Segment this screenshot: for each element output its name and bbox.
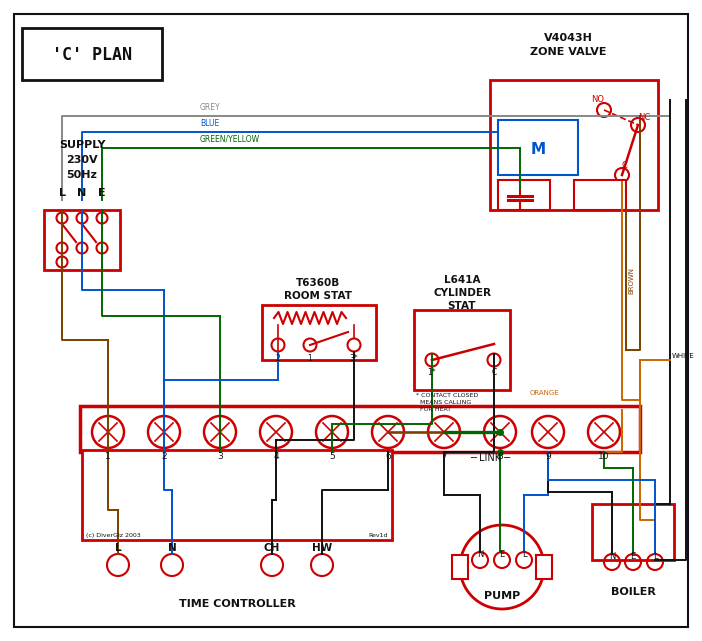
Text: M: M (531, 142, 545, 158)
FancyBboxPatch shape (490, 80, 658, 210)
Text: WHITE: WHITE (672, 353, 695, 359)
Text: * CONTACT CLOSED
  MEANS CALLING
  FOR HEAT: * CONTACT CLOSED MEANS CALLING FOR HEAT (416, 393, 478, 412)
FancyBboxPatch shape (498, 120, 578, 175)
Text: 1: 1 (105, 452, 111, 461)
FancyBboxPatch shape (452, 555, 468, 579)
FancyBboxPatch shape (44, 210, 120, 270)
Text: CH: CH (264, 543, 280, 553)
Text: E: E (630, 552, 635, 561)
Text: N: N (168, 543, 176, 553)
Text: N: N (477, 550, 483, 559)
Text: SUPPLY: SUPPLY (59, 140, 105, 150)
Text: 3*: 3* (350, 354, 359, 363)
FancyBboxPatch shape (22, 28, 162, 80)
Text: C: C (491, 368, 496, 377)
Text: BROWN: BROWN (628, 267, 634, 294)
Text: 1*: 1* (428, 368, 437, 377)
Text: ─ LINK ─: ─ LINK ─ (470, 453, 510, 463)
Text: V4043H: V4043H (543, 33, 592, 43)
FancyBboxPatch shape (262, 305, 376, 360)
Text: BLUE: BLUE (200, 119, 219, 128)
Text: 1: 1 (307, 354, 312, 363)
Text: HW: HW (312, 543, 332, 553)
Text: 10: 10 (598, 452, 610, 461)
Text: 8: 8 (497, 452, 503, 461)
Text: ROOM STAT: ROOM STAT (284, 291, 352, 301)
FancyBboxPatch shape (592, 504, 674, 560)
FancyBboxPatch shape (498, 180, 550, 210)
Text: (c) DiverGiz 2003: (c) DiverGiz 2003 (86, 533, 140, 538)
Text: 2: 2 (161, 452, 167, 461)
Text: NO: NO (592, 96, 604, 104)
FancyBboxPatch shape (82, 450, 392, 540)
FancyBboxPatch shape (414, 310, 510, 390)
Text: C: C (621, 160, 627, 169)
Text: GREEN/YELLOW: GREEN/YELLOW (200, 135, 260, 144)
Text: CYLINDER: CYLINDER (433, 288, 491, 298)
Text: 6: 6 (385, 452, 391, 461)
Text: N: N (609, 552, 615, 561)
Text: 50Hz: 50Hz (67, 170, 98, 180)
Text: TIME CONTROLLER: TIME CONTROLLER (178, 599, 296, 609)
Text: 7: 7 (441, 452, 447, 461)
Text: L: L (522, 550, 526, 559)
Text: NC: NC (638, 113, 650, 122)
Text: 4: 4 (273, 452, 279, 461)
Text: Rev1d: Rev1d (369, 533, 388, 538)
Text: STAT: STAT (448, 301, 476, 311)
Text: 3: 3 (217, 452, 223, 461)
Text: ZONE VALVE: ZONE VALVE (530, 47, 607, 57)
Text: L: L (58, 188, 65, 198)
FancyBboxPatch shape (80, 406, 640, 452)
Text: 230V: 230V (66, 155, 98, 165)
Text: 'C' PLAN: 'C' PLAN (52, 46, 132, 64)
Text: 9: 9 (545, 452, 551, 461)
FancyBboxPatch shape (574, 180, 626, 210)
Text: L: L (114, 543, 121, 553)
Text: BOILER: BOILER (611, 587, 656, 597)
Text: L641A: L641A (444, 275, 480, 285)
Text: T6360B: T6360B (296, 278, 340, 288)
Text: E: E (499, 550, 505, 559)
Text: PUMP: PUMP (484, 591, 520, 601)
FancyBboxPatch shape (536, 555, 552, 579)
Text: 5: 5 (329, 452, 335, 461)
Text: ORANGE: ORANGE (530, 390, 559, 396)
Text: E: E (98, 188, 106, 198)
Text: GREY: GREY (200, 103, 220, 112)
Text: L: L (653, 552, 657, 561)
Text: N: N (77, 188, 86, 198)
Text: 2: 2 (276, 354, 280, 363)
